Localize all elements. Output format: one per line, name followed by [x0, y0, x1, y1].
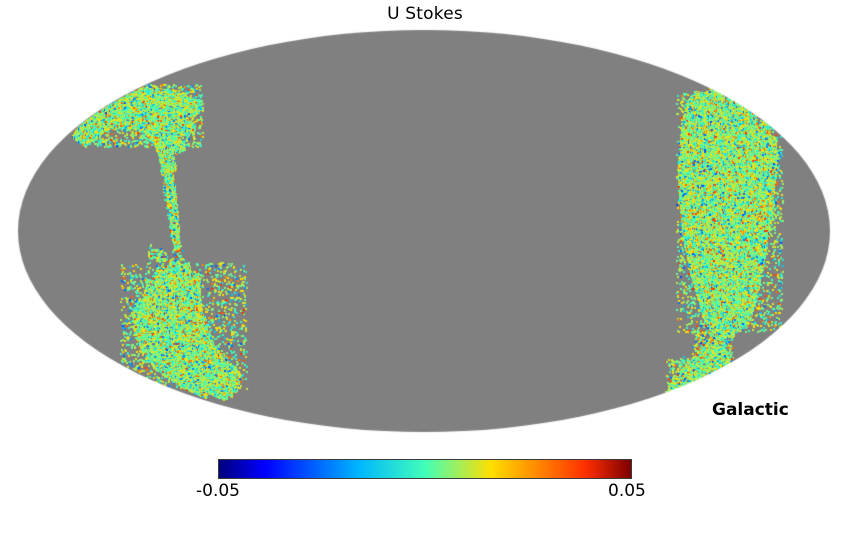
colorbar-min-label: -0.05: [196, 481, 240, 501]
coordinate-system-label: Galactic: [712, 400, 789, 420]
colorbar: [218, 459, 632, 479]
colorbar-gradient: [219, 460, 631, 478]
page-title: U Stokes: [387, 4, 463, 24]
colorbar-max-label: 0.05: [608, 481, 646, 501]
